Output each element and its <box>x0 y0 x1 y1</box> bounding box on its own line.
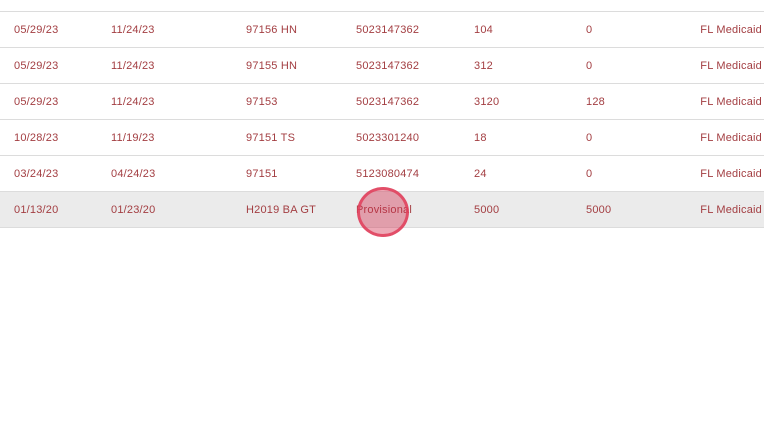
cell-auth-number-or-status: 5023147362 <box>356 95 420 108</box>
cell-payer: FL Medicaid <box>700 167 762 180</box>
cell-payer: FL Medicaid <box>700 95 762 108</box>
cell-service-code: 97153 <box>246 95 278 108</box>
cell-payer: FL Medicaid <box>700 203 762 216</box>
cell-service-code: H2019 BA GT <box>246 203 317 216</box>
cell-auth-number-or-status: 5023301240 <box>356 131 420 144</box>
table-row[interactable]: 05/29/23 11/24/23 97156 HN 5023147362 10… <box>0 11 764 48</box>
cell-qty-2: 0 <box>586 23 593 36</box>
cell-date-2: 11/24/23 <box>111 95 155 108</box>
cell-service-code: 97155 HN <box>246 59 298 72</box>
cell-qty-1: 312 <box>474 59 493 72</box>
cell-payer: FL Medicaid <box>700 23 762 36</box>
authorizations-table: 05/29/23 11/24/23 97156 HN 5023147362 10… <box>0 11 764 228</box>
cell-date-1: 05/29/23 <box>14 59 59 72</box>
cell-qty-1: 5000 <box>474 203 500 216</box>
cell-auth-number-or-status: Provisional <box>356 203 413 216</box>
cell-date-1: 05/29/23 <box>14 23 59 36</box>
cell-qty-1: 104 <box>474 23 493 36</box>
cell-date-1: 01/13/20 <box>14 203 59 216</box>
cell-date-1: 10/28/23 <box>14 131 59 144</box>
cell-payer: FL Medicaid <box>700 59 762 72</box>
cell-qty-2: 5000 <box>586 203 612 216</box>
table-row[interactable]: 01/13/20 01/23/20 H2019 BA GT Provisiona… <box>0 191 764 228</box>
authorizations-table-body: 05/29/23 11/24/23 97156 HN 5023147362 10… <box>0 11 764 228</box>
authorizations-table-container: 05/29/23 11/24/23 97156 HN 5023147362 10… <box>0 11 764 228</box>
cell-qty-1: 18 <box>474 131 487 144</box>
cell-date-2: 11/19/23 <box>111 131 155 144</box>
cell-qty-2: 0 <box>586 59 593 72</box>
cell-qty-2: 0 <box>586 131 593 144</box>
cell-date-1: 03/24/23 <box>14 167 59 180</box>
table-row[interactable]: 05/29/23 11/24/23 97153 5023147362 3120 … <box>0 83 764 120</box>
cell-payer: FL Medicaid <box>700 131 762 144</box>
cell-auth-number-or-status: 5023147362 <box>356 59 420 72</box>
cell-service-code: 97156 HN <box>246 23 298 36</box>
cell-date-2: 11/24/23 <box>111 59 155 72</box>
cell-date-2: 04/24/23 <box>111 167 156 180</box>
cell-auth-number-or-status: 5123080474 <box>356 167 420 180</box>
table-row[interactable]: 05/29/23 11/24/23 97155 HN 5023147362 31… <box>0 47 764 84</box>
cell-service-code: 97151 TS <box>246 131 296 144</box>
table-row[interactable]: 10/28/23 11/19/23 97151 TS 5023301240 18… <box>0 119 764 156</box>
cell-qty-1: 24 <box>474 167 487 180</box>
cell-auth-number-or-status: 5023147362 <box>356 23 420 36</box>
cell-date-2: 11/24/23 <box>111 23 155 36</box>
cell-date-1: 05/29/23 <box>14 95 59 108</box>
cell-qty-2: 128 <box>586 95 605 108</box>
table-row[interactable]: 03/24/23 04/24/23 97151 5123080474 24 0 … <box>0 155 764 192</box>
cell-date-2: 01/23/20 <box>111 203 156 216</box>
cell-service-code: 97151 <box>246 167 278 180</box>
cell-qty-2: 0 <box>586 167 593 180</box>
cell-qty-1: 3120 <box>474 95 500 108</box>
